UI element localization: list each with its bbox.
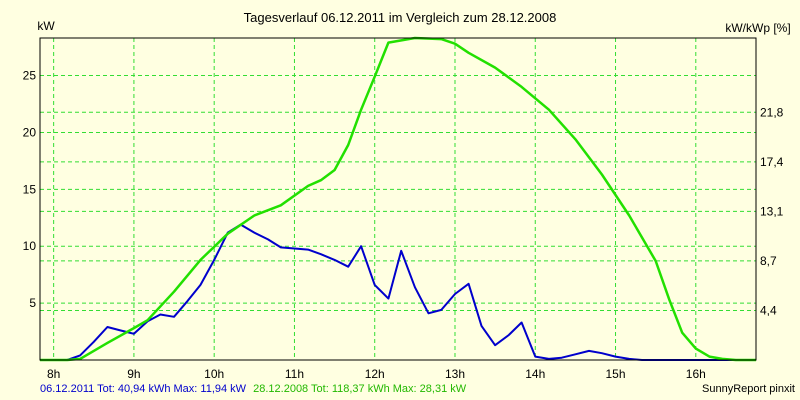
legend-caption: 06.12.2011 Tot: 40,94 kWh Max: 11,94 kW … — [40, 383, 467, 395]
series-line-2 — [40, 36, 756, 362]
right-tick-label: 13,1 — [760, 204, 784, 218]
left-axis-unit: kW — [37, 19, 55, 33]
legend-series-1: 06.12.2011 Tot: 40,94 kWh Max: 11,94 kW — [40, 383, 247, 395]
y-axis-ticks: 5 10 15 20 25 — [23, 69, 37, 311]
x-axis-ticks: 8h 9h 10h 11h 12h 13h 14h 15h 16h — [47, 367, 706, 381]
x-tick-label: 11h — [285, 367, 304, 381]
x-tick-label: 9h — [127, 367, 140, 381]
y-tick-label: 25 — [23, 69, 37, 83]
grid-lines — [40, 38, 756, 360]
series-line-1 — [40, 223, 756, 361]
x-tick-label: 14h — [525, 367, 545, 381]
chart-title: Tagesverlauf 06.12.2011 im Vergleich zum… — [244, 10, 557, 25]
right-tick-label: 17,4 — [760, 155, 784, 169]
right-axis-unit: kW/kWp [%] — [725, 21, 790, 35]
y-tick-label: 15 — [23, 182, 37, 196]
y-tick-label: 10 — [23, 239, 37, 253]
x-tick-label: 12h — [365, 367, 385, 381]
y-tick-label: 20 — [23, 125, 37, 139]
x-tick-label: 13h — [445, 367, 465, 381]
right-tick-label: 8,7 — [760, 254, 777, 268]
data-lines — [40, 36, 756, 362]
x-tick-label: 16h — [686, 367, 706, 381]
brand-credit: SunnyReport pinxit — [702, 383, 795, 395]
x-tick-label: 8h — [47, 367, 60, 381]
y-tick-label: 5 — [29, 296, 36, 310]
x-tick-label: 15h — [606, 367, 626, 381]
legend-series-2: 28.12.2008 Tot: 118,37 kWh Max: 28,31 kW — [253, 383, 467, 395]
right-tick-label: 21,8 — [760, 105, 784, 119]
x-tick-label: 10h — [204, 367, 224, 381]
right-tick-label: 4,4 — [760, 303, 777, 317]
plot-frame — [39, 37, 757, 361]
right-axis-ticks: 4,4 8,7 13,1 17,4 21,8 — [760, 105, 784, 317]
